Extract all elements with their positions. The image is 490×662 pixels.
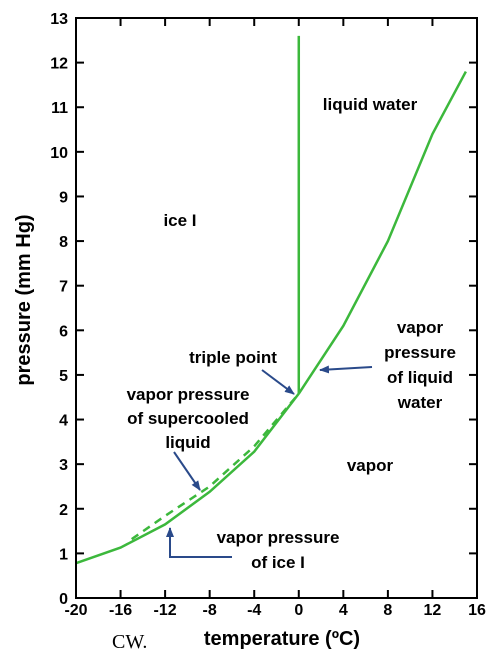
- x-tick-label: -12: [154, 602, 177, 619]
- x-tick-label: 0: [294, 602, 303, 619]
- annotation: triple point: [189, 348, 277, 367]
- annotation: liquid: [165, 433, 210, 452]
- x-tick-label: -16: [109, 602, 132, 619]
- plot-frame: [75, 17, 478, 599]
- arrow: [261, 369, 295, 395]
- y-axis-label: pressure (mm Hg): [13, 214, 35, 385]
- arrow: [166, 527, 232, 558]
- y-tick-label: 9: [59, 189, 68, 206]
- y-tick-label: 1: [59, 546, 68, 563]
- annotation: vapor: [347, 456, 394, 475]
- y-tick-label: 12: [50, 56, 68, 73]
- y-tick-label: 7: [59, 279, 68, 296]
- annotation: water: [397, 393, 443, 412]
- curve: [297, 70, 467, 395]
- x-tick-label: -4: [247, 602, 261, 619]
- y-tick-label: 13: [50, 11, 68, 28]
- annotation: vapor pressure: [217, 528, 340, 547]
- credit: CW.: [112, 631, 147, 653]
- y-tick-label: 10: [50, 145, 68, 162]
- x-tick-label: 4: [339, 602, 348, 619]
- y-tick-label: 2: [59, 502, 68, 519]
- x-axis-label: temperature (ºC): [204, 628, 360, 650]
- x-tick-label: 12: [424, 602, 442, 619]
- annotation: vapor pressure: [127, 385, 250, 404]
- x-tick-label: 16: [468, 602, 486, 619]
- annotation: of supercooled: [127, 409, 249, 428]
- annotation: of liquid: [387, 368, 453, 387]
- x-tick-label: 8: [383, 602, 392, 619]
- y-tick-label: 11: [51, 100, 68, 117]
- arrow: [173, 451, 201, 491]
- annotation: liquid water: [323, 95, 418, 114]
- y-tick-label: 3: [59, 457, 68, 474]
- arrows: [166, 365, 373, 558]
- annotation: vapor: [397, 318, 444, 337]
- y-tick-label: 6: [59, 323, 68, 340]
- annotation: ice I: [163, 211, 196, 230]
- x-tick-label: -20: [64, 602, 87, 619]
- y-tick-label: 8: [59, 234, 68, 251]
- y-tick-label: 0: [59, 591, 68, 608]
- curve: [75, 392, 300, 565]
- arrow: [319, 365, 373, 374]
- x-tick-label: -8: [203, 602, 217, 619]
- annotation: pressure: [384, 343, 456, 362]
- annotation: of ice I: [251, 553, 305, 572]
- y-tick-label: 4: [59, 413, 68, 430]
- y-tick-label: 5: [59, 368, 68, 385]
